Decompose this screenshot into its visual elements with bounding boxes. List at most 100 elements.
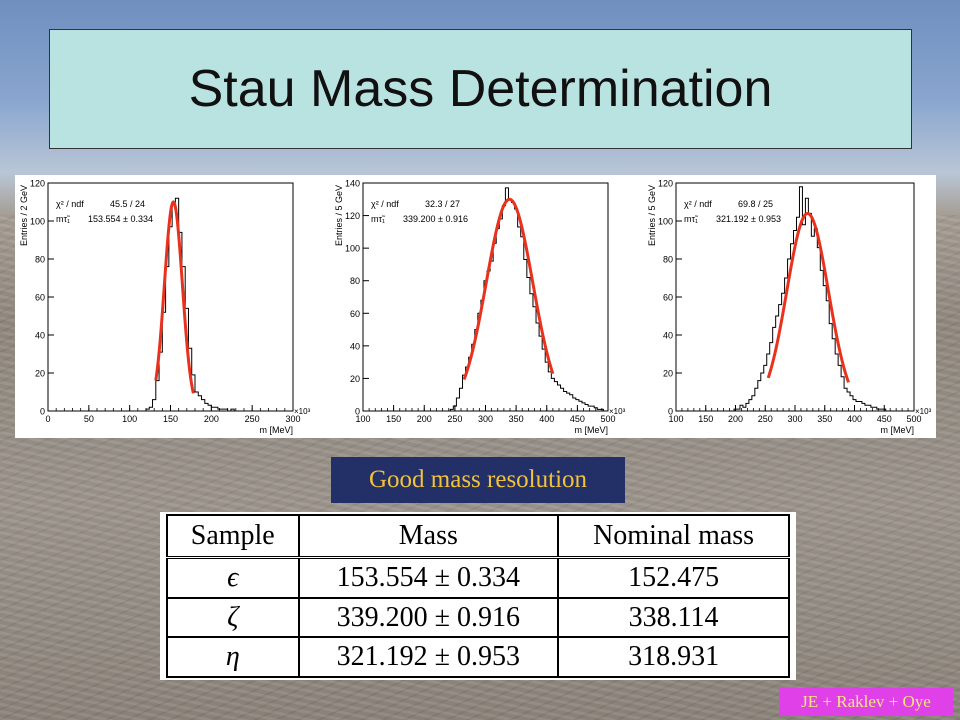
histogram-bars (733, 186, 887, 411)
nominal-mass-cell: 338.114 (557, 596, 790, 639)
x-tick-label: 200 (417, 414, 432, 424)
x-exponent-label: ×10³ (294, 407, 311, 416)
y-axis-label: Entries / 2 GeV (19, 185, 29, 246)
y-tick-label: 100 (30, 217, 45, 227)
y-tick-label: 80 (663, 255, 673, 265)
y-tick-label: 120 (658, 179, 673, 189)
y-tick-label: 60 (35, 293, 45, 303)
credit-text: JE + Raklev + Oye (801, 692, 931, 711)
x-axis-label: m [MeV] (880, 425, 914, 435)
table-row: η 321.192 ± 0.953 318.931 (166, 636, 790, 678)
y-tick-label: 80 (350, 276, 360, 286)
sample-cell: ϵ (166, 556, 300, 599)
x-tick-label: 100 (668, 414, 683, 424)
stats-mass-value: 339.200 ± 0.916 (403, 214, 468, 224)
x-tick-label: 100 (355, 414, 370, 424)
y-axis-label: Entries / 5 GeV (647, 185, 657, 246)
stats-chi2-value: 69.8 / 25 (738, 199, 773, 209)
gaussian-fit-curve (766, 211, 850, 383)
x-tick-label: 300 (478, 414, 493, 424)
y-tick-label: 140 (345, 179, 360, 189)
y-tick-label: 80 (35, 255, 45, 265)
y-tick-label: 40 (35, 331, 45, 341)
x-tick-label: 500 (600, 414, 615, 424)
y-tick-label: 0 (668, 407, 673, 417)
x-tick-label: 400 (539, 414, 554, 424)
stats-mass-label: mτ̃₁ (56, 214, 71, 224)
x-tick-label: 300 (787, 414, 802, 424)
x-tick-label: 400 (847, 414, 862, 424)
y-axis-label: Entries / 5 GeV (334, 185, 344, 246)
gaussian-fit-curve (462, 197, 555, 381)
x-tick-label: 350 (817, 414, 832, 424)
x-tick-label: 500 (906, 414, 921, 424)
x-exponent-label: ×10³ (609, 407, 626, 416)
y-tick-label: 40 (350, 341, 360, 351)
slide-title-box: Stau Mass Determination (49, 29, 912, 149)
histogram-plot-3: 0 20 40 60 80 100 120 100 150 200 250 300 350 400 450 5… (647, 179, 932, 436)
x-exponent-label: ×10³ (915, 407, 932, 416)
x-tick-label: 250 (758, 414, 773, 424)
y-tick-label: 120 (30, 179, 45, 189)
x-tick-label: 200 (204, 414, 219, 424)
highlight-banner: Good mass resolution (331, 457, 625, 503)
plot-frame (362, 182, 609, 412)
stats-mass-label: mτ̃₁ (371, 214, 386, 224)
stats-mass-value: 153.554 ± 0.334 (88, 214, 153, 224)
stats-mass-label: mτ̃₁ (684, 214, 699, 224)
y-tick-label: 20 (35, 369, 45, 379)
y-tick-label: 60 (663, 293, 673, 303)
y-tick-label: 120 (345, 211, 360, 221)
x-tick-label: 0 (45, 414, 50, 424)
gaussian-fit-curve (154, 200, 195, 394)
y-tick-label: 60 (350, 309, 360, 319)
histogram-plot-2: 0 20 40 60 80 100 120 140 100 150 200 250 300 350 400 4… (334, 179, 626, 436)
x-axis-label: m [MeV] (259, 425, 293, 435)
credit-badge: JE + Raklev + Oye (779, 688, 953, 716)
x-tick-label: 150 (698, 414, 713, 424)
plots-panel: 0 20 40 60 80 100 120 0 50 100 150 200 250 300 ×10³ m [… (15, 175, 936, 438)
slide-title: Stau Mass Determination (188, 60, 773, 118)
x-tick-label: 100 (122, 414, 137, 424)
stats-chi2-label: χ² / ndf (56, 199, 84, 209)
y-tick-label: 0 (40, 407, 45, 417)
plot-frame (675, 182, 915, 412)
y-tick-label: 0 (355, 407, 360, 417)
header-sample: Sample (166, 514, 300, 559)
table-row: ϵ 153.554 ± 0.334 152.475 (166, 556, 790, 599)
table-row: ζ 339.200 ± 0.916 338.114 (166, 596, 790, 639)
x-tick-label: 300 (285, 414, 300, 424)
header-nominal-mass: Nominal mass (557, 514, 790, 559)
nominal-mass-cell: 318.931 (557, 636, 790, 678)
x-tick-label: 150 (386, 414, 401, 424)
results-table-panel: Sample Mass Nominal mass ϵ 153.554 ± 0.3… (160, 512, 796, 680)
x-tick-label: 250 (245, 414, 260, 424)
nominal-mass-cell: 152.475 (557, 556, 790, 599)
histogram-bars (449, 187, 604, 411)
y-tick-label: 100 (345, 244, 360, 254)
x-axis-label: m [MeV] (574, 425, 608, 435)
sample-cell: η (166, 636, 300, 678)
stats-chi2-label: χ² / ndf (684, 199, 712, 209)
y-tick-label: 40 (663, 331, 673, 341)
x-tick-label: 450 (570, 414, 585, 424)
mass-cell: 153.554 ± 0.334 (297, 556, 560, 599)
header-mass: Mass (297, 514, 560, 559)
y-tick-label: 20 (663, 369, 673, 379)
x-tick-label: 150 (163, 414, 178, 424)
x-tick-label: 200 (728, 414, 743, 424)
mass-cell: 321.192 ± 0.953 (297, 636, 560, 678)
results-table: Sample Mass Nominal mass ϵ 153.554 ± 0.3… (166, 514, 790, 678)
mass-cell: 339.200 ± 0.916 (297, 596, 560, 639)
highlight-text: Good mass resolution (368, 466, 588, 493)
stats-chi2-value: 45.5 / 24 (110, 199, 145, 209)
stats-mass-value: 321.192 ± 0.953 (716, 214, 781, 224)
x-tick-label: 50 (84, 414, 94, 424)
sample-cell: ζ (166, 596, 300, 639)
y-tick-label: 20 (350, 374, 360, 384)
y-tick-label: 100 (658, 217, 673, 227)
x-tick-label: 350 (509, 414, 524, 424)
stats-chi2-value: 32.3 / 27 (425, 199, 460, 209)
stats-chi2-label: χ² / ndf (371, 199, 399, 209)
